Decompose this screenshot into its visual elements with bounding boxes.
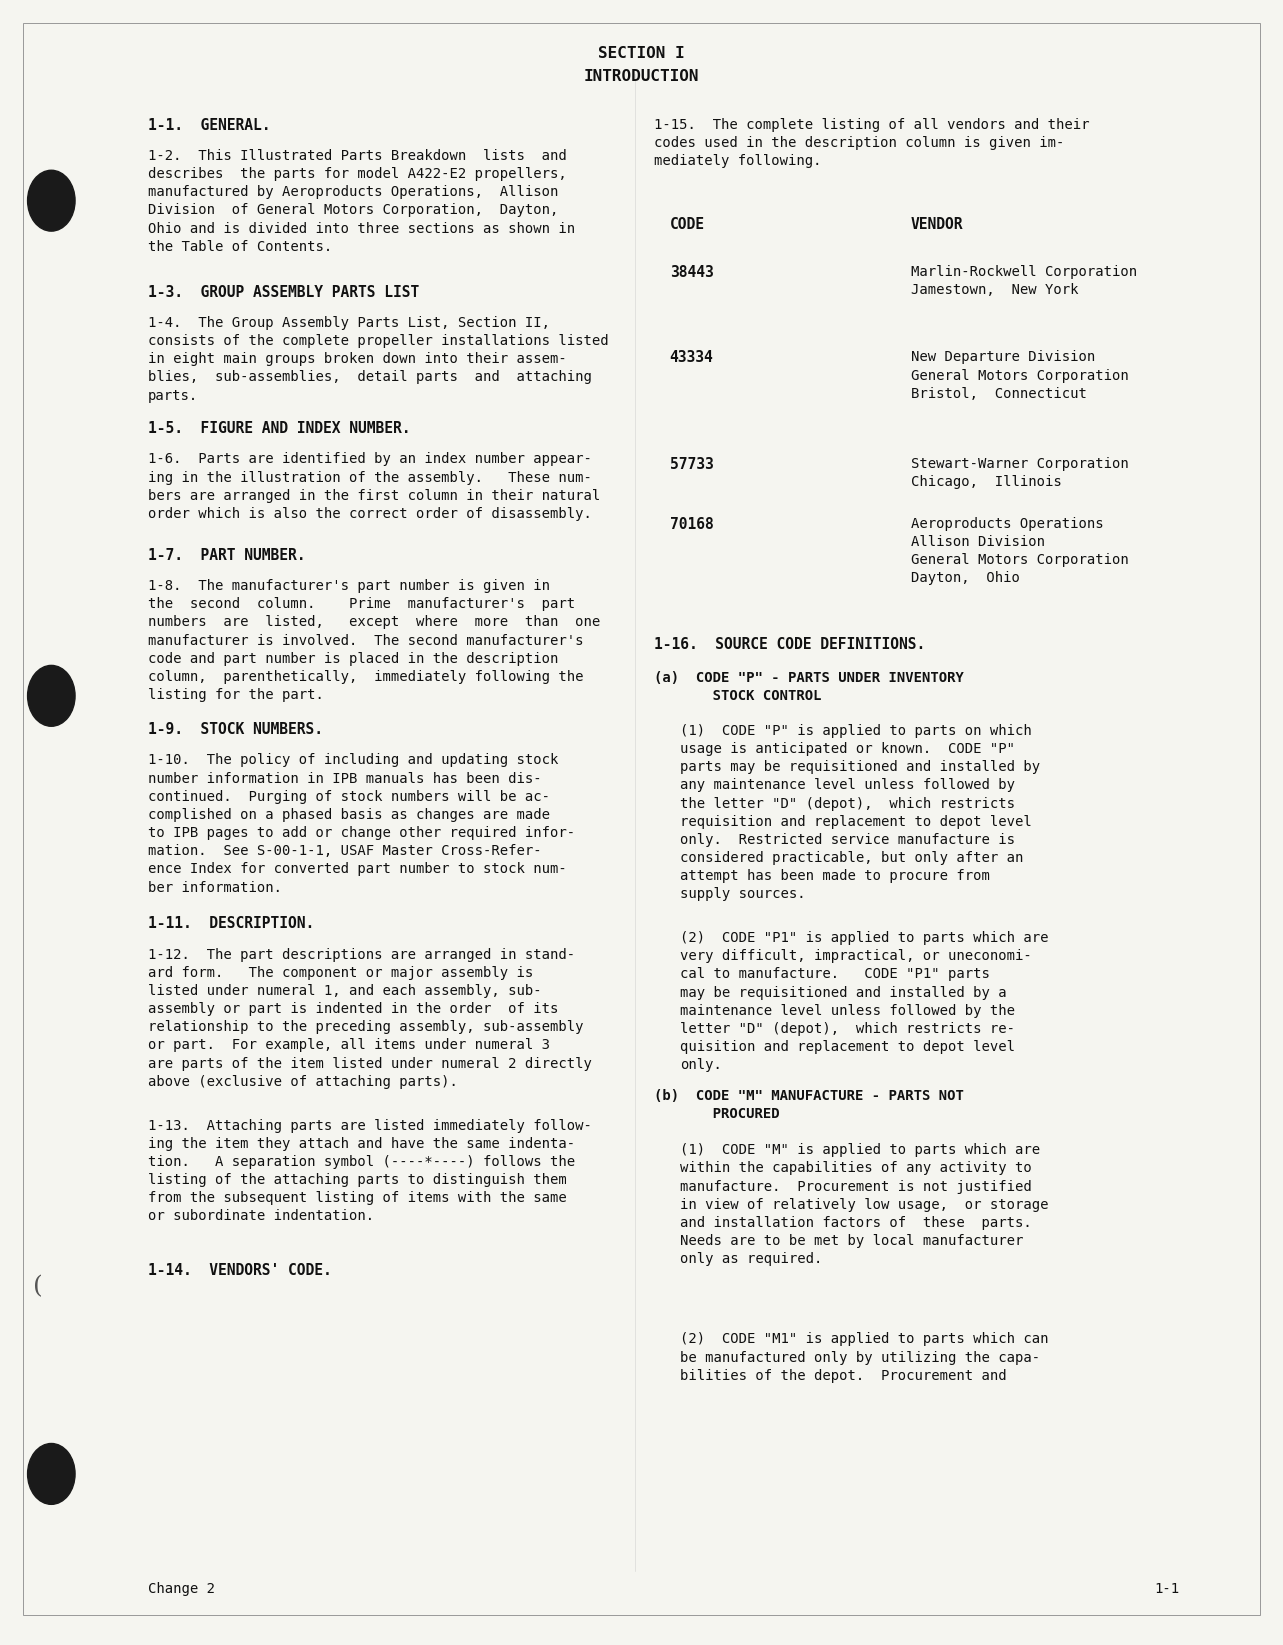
Text: 57733: 57733 [670,457,713,472]
Text: 1-10.  The policy of including and updating stock
number information in IPB manu: 1-10. The policy of including and updati… [148,753,575,895]
Circle shape [28,171,74,230]
Text: (2)  CODE "M1" is applied to parts which can
be manufactured only by utilizing t: (2) CODE "M1" is applied to parts which … [680,1332,1048,1383]
Text: 1-9.  STOCK NUMBERS.: 1-9. STOCK NUMBERS. [148,722,322,737]
Text: 1-4.  The Group Assembly Parts List, Section II,
consists of the complete propel: 1-4. The Group Assembly Parts List, Sect… [148,316,608,403]
Text: Aeroproducts Operations
Allison Division
General Motors Corporation
Dayton,  Ohi: Aeroproducts Operations Allison Division… [911,517,1129,586]
Text: 1-13.  Attaching parts are listed immediately follow-
ing the item they attach a: 1-13. Attaching parts are listed immedia… [148,1119,591,1224]
Text: 1-1.  GENERAL.: 1-1. GENERAL. [148,118,269,133]
Text: 1-8.  The manufacturer's part number is given in
the  second  column.    Prime  : 1-8. The manufacturer's part number is g… [148,579,599,702]
Text: 1-6.  Parts are identified by an index number appear-
ing in the illustration of: 1-6. Parts are identified by an index nu… [148,452,599,521]
Text: (2)  CODE "P1" is applied to parts which are
very difficult, impractical, or une: (2) CODE "P1" is applied to parts which … [680,931,1048,1073]
Text: INTRODUCTION: INTRODUCTION [584,69,699,84]
Text: (: ( [33,1275,44,1298]
Text: 38443: 38443 [670,265,713,280]
Text: Change 2: Change 2 [148,1582,214,1597]
Text: (1)  CODE "P" is applied to parts on which
usage is anticipated or known.  CODE : (1) CODE "P" is applied to parts on whic… [680,724,1041,901]
Text: VENDOR: VENDOR [911,217,964,232]
Text: 1-16.  SOURCE CODE DEFINITIONS.: 1-16. SOURCE CODE DEFINITIONS. [654,637,925,651]
Text: (1)  CODE "M" is applied to parts which are
within the capabilities of any activ: (1) CODE "M" is applied to parts which a… [680,1143,1048,1267]
Text: 1-1: 1-1 [1155,1582,1180,1597]
Text: 1-3.  GROUP ASSEMBLY PARTS LIST: 1-3. GROUP ASSEMBLY PARTS LIST [148,285,418,299]
Text: SECTION I: SECTION I [598,46,685,61]
Text: (b)  CODE "M" MANUFACTURE - PARTS NOT
       PROCURED: (b) CODE "M" MANUFACTURE - PARTS NOT PRO… [654,1089,965,1122]
Text: 43334: 43334 [670,350,713,365]
Text: (a)  CODE "P" - PARTS UNDER INVENTORY
       STOCK CONTROL: (a) CODE "P" - PARTS UNDER INVENTORY STO… [654,671,965,704]
Text: CODE: CODE [670,217,704,232]
Text: Stewart-Warner Corporation
Chicago,  Illinois: Stewart-Warner Corporation Chicago, Illi… [911,457,1129,490]
Text: 1-7.  PART NUMBER.: 1-7. PART NUMBER. [148,548,305,563]
Circle shape [28,1444,74,1504]
Text: New Departure Division
General Motors Corporation
Bristol,  Connecticut: New Departure Division General Motors Co… [911,350,1129,401]
Text: 1-15.  The complete listing of all vendors and their
codes used in the descripti: 1-15. The complete listing of all vendor… [654,118,1089,168]
Text: Marlin-Rockwell Corporation
Jamestown,  New York: Marlin-Rockwell Corporation Jamestown, N… [911,265,1137,298]
Text: 1-11.  DESCRIPTION.: 1-11. DESCRIPTION. [148,916,314,931]
Text: 1-2.  This Illustrated Parts Breakdown  lists  and
describes  the parts for mode: 1-2. This Illustrated Parts Breakdown li… [148,148,575,253]
Text: 1-12.  The part descriptions are arranged in stand-
ard form.   The component or: 1-12. The part descriptions are arranged… [148,948,591,1089]
Text: 1-14.  VENDORS' CODE.: 1-14. VENDORS' CODE. [148,1263,331,1278]
Text: 70168: 70168 [670,517,713,531]
Circle shape [28,665,74,727]
Text: 1-5.  FIGURE AND INDEX NUMBER.: 1-5. FIGURE AND INDEX NUMBER. [148,421,411,436]
